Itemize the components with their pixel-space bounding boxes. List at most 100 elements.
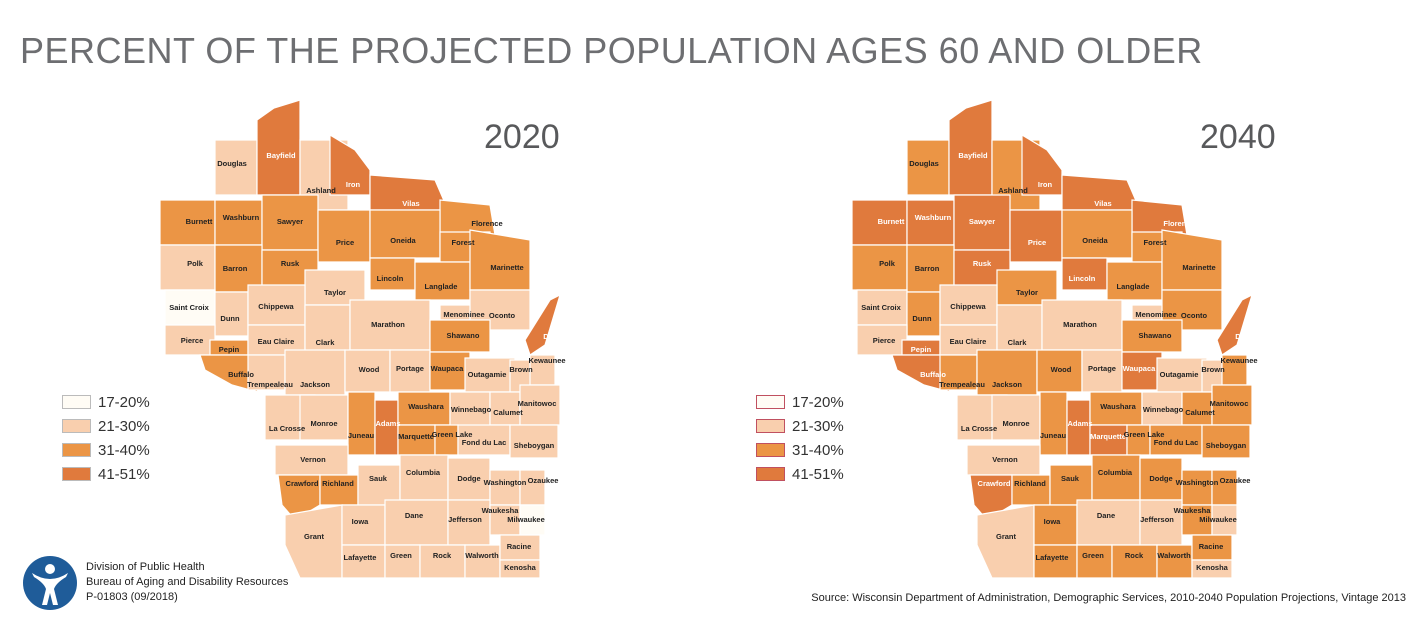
map-panel-2020: Douglas Bayfield Ashland Iron Vilas Florence B… bbox=[0, 92, 715, 582]
county-label-buffalo: Buffalo bbox=[920, 370, 946, 379]
county-walworth bbox=[1156, 544, 1193, 579]
county-juneau bbox=[347, 391, 376, 456]
county-milwaukee bbox=[1211, 504, 1238, 536]
county-label-menominee: Menominee bbox=[1135, 310, 1176, 319]
county-label-green-lake: Green Lake bbox=[1124, 430, 1165, 439]
county-label-wood: Wood bbox=[1051, 365, 1072, 374]
county-label-racine: Racine bbox=[507, 542, 532, 551]
legend-label: 17-20% bbox=[98, 393, 150, 411]
page-title: PERCENT OF THE PROJECTED POPULATION AGES… bbox=[20, 30, 1203, 71]
county-label-waushara: Waushara bbox=[1100, 402, 1136, 411]
county-label-trempealeau: Trempealeau bbox=[247, 380, 293, 389]
county-label-brown: Brown bbox=[509, 365, 533, 374]
county-label-marinette: Marinette bbox=[1182, 263, 1215, 272]
county-label-richland: Richland bbox=[1014, 479, 1046, 488]
county-label-waupaca: Waupaca bbox=[1123, 364, 1156, 373]
legend-label: 41-51% bbox=[792, 465, 844, 483]
county-oneida bbox=[1061, 209, 1133, 259]
county-sauk bbox=[1049, 464, 1093, 506]
county-label-adams: Adams bbox=[375, 419, 400, 428]
county-sauk bbox=[357, 464, 401, 506]
county-label-eau-claire: Eau Claire bbox=[258, 337, 295, 346]
county-sheboygan bbox=[1201, 424, 1251, 459]
county-langlade bbox=[1106, 261, 1163, 301]
county-label-sauk: Sauk bbox=[369, 474, 388, 483]
county-dane bbox=[384, 499, 449, 546]
county-label-calumet: Calumet bbox=[1185, 408, 1215, 417]
county-label-marinette: Marinette bbox=[490, 263, 523, 272]
county-label-sawyer: Sawyer bbox=[277, 217, 303, 226]
legend-swatch bbox=[756, 443, 785, 457]
county-kenosha bbox=[1191, 559, 1233, 579]
county-label-columbia: Columbia bbox=[406, 468, 441, 477]
county-label-jackson: Jackson bbox=[992, 380, 1022, 389]
county-label-waukesha: Waukesha bbox=[482, 506, 520, 515]
county-label-douglas: Douglas bbox=[909, 159, 939, 168]
county-label-winnebago: Winnebago bbox=[451, 405, 492, 414]
county-label-manitowoc: Manitowoc bbox=[518, 399, 557, 408]
county-label-waukesha: Waukesha bbox=[1174, 506, 1212, 515]
org-line-1: Division of Public Health bbox=[86, 561, 205, 573]
county-label-menominee: Menominee bbox=[443, 310, 484, 319]
legend-item: 31-40% bbox=[756, 438, 844, 462]
county-label-oconto: Oconto bbox=[1181, 311, 1208, 320]
county-label-crawford: Crawford bbox=[978, 479, 1011, 488]
county-label-pierce: Pierce bbox=[873, 336, 896, 345]
county-label-kewaunee: Kewaunee bbox=[1220, 356, 1257, 365]
county-columbia bbox=[1091, 454, 1141, 501]
county-label-rusk: Rusk bbox=[281, 259, 300, 268]
county-label-washington: Washington bbox=[484, 478, 527, 487]
legend-swatch bbox=[62, 467, 91, 481]
county-label-dunn: Dunn bbox=[220, 314, 240, 323]
county-monroe bbox=[991, 394, 1041, 441]
county-label-vernon: Vernon bbox=[300, 455, 326, 464]
county-oneida bbox=[369, 209, 441, 259]
county-label-dodge: Dodge bbox=[1149, 474, 1172, 483]
county-bayfield bbox=[256, 99, 301, 196]
county-label-bayfield: Bayfield bbox=[266, 151, 296, 160]
county-label-waupaca: Waupaca bbox=[431, 364, 464, 373]
county-label-washington: Washington bbox=[1176, 478, 1219, 487]
county-label-saint-croix: Saint Croix bbox=[861, 303, 901, 312]
legend-label: 21-30% bbox=[792, 417, 844, 435]
county-label-iowa: Iowa bbox=[1044, 517, 1061, 526]
wisconsin-map-2020: Douglas Bayfield Ashland Iron Vilas Florence B… bbox=[159, 99, 566, 579]
county-label-richland: Richland bbox=[322, 479, 354, 488]
county-label-langlade: Langlade bbox=[1117, 282, 1150, 291]
org-line-2: Bureau of Aging and Disability Resources bbox=[86, 576, 289, 588]
county-washburn bbox=[906, 199, 955, 246]
county-door bbox=[1216, 293, 1253, 356]
county-label-ozaukee: Ozaukee bbox=[528, 476, 559, 485]
organization-info: Division of Public Health Bureau of Agin… bbox=[86, 560, 288, 605]
county-grant bbox=[976, 504, 1035, 579]
county-monroe bbox=[299, 394, 349, 441]
county-bayfield bbox=[948, 99, 993, 196]
map-year-2020: 2020 bbox=[484, 118, 560, 156]
county-price bbox=[1009, 209, 1063, 263]
county-label-saint-croix: Saint Croix bbox=[169, 303, 209, 312]
county-label-calumet: Calumet bbox=[493, 408, 523, 417]
legend-item: 31-40% bbox=[62, 438, 150, 462]
county-label-florence: Florence bbox=[1163, 219, 1194, 228]
county-label-buffalo: Buffalo bbox=[228, 370, 254, 379]
county-label-oneida: Oneida bbox=[1082, 236, 1108, 245]
county-label-pierce: Pierce bbox=[181, 336, 204, 345]
map-panel-2040: Douglas Bayfield Ashland Iron Vilas Florence B… bbox=[728, 92, 1393, 582]
county-label-lincoln: Lincoln bbox=[1069, 274, 1096, 283]
county-grant bbox=[284, 504, 343, 579]
county-label-barron: Barron bbox=[915, 264, 940, 273]
county-label-outagamie: Outagamie bbox=[468, 370, 507, 379]
county-label-ozaukee: Ozaukee bbox=[1220, 476, 1251, 485]
legend-swatch bbox=[756, 395, 785, 409]
county-label-winnebago: Winnebago bbox=[1143, 405, 1184, 414]
county-label-portage: Portage bbox=[1088, 364, 1116, 373]
county-washburn bbox=[214, 199, 263, 246]
county-rock bbox=[419, 544, 466, 579]
legend-item: 17-20% bbox=[756, 390, 844, 414]
county-label-taylor: Taylor bbox=[324, 288, 346, 297]
county-label-marathon: Marathon bbox=[371, 320, 405, 329]
county-washington bbox=[489, 469, 521, 506]
county-label-ashland: Ashland bbox=[306, 186, 336, 195]
county-label-lafayette: Lafayette bbox=[344, 553, 377, 562]
county-label-shawano: Shawano bbox=[1139, 331, 1172, 340]
